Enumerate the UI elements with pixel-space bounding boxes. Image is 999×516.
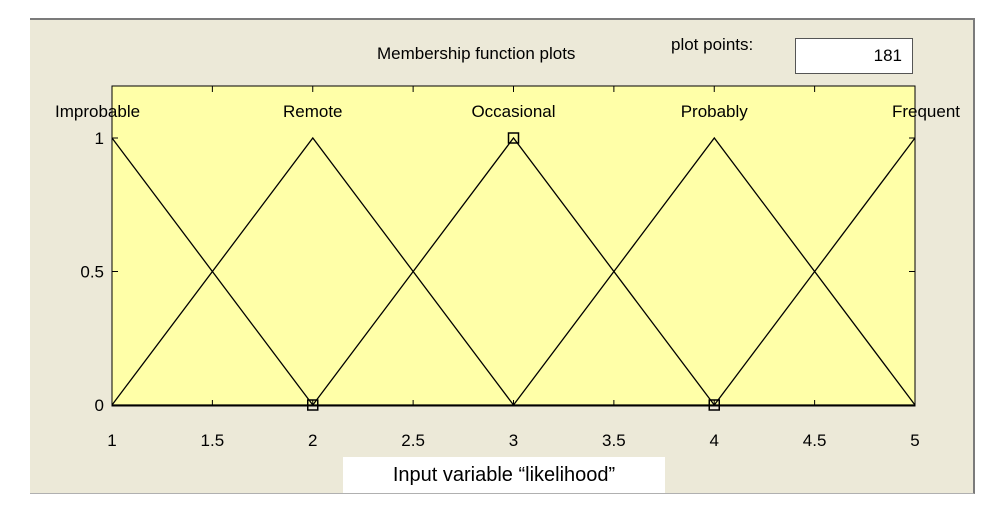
mf-line-occasional[interactable] — [312, 136, 715, 406]
membership-function-labels: Improbable Remote Occasional Probably Freque… — [55, 102, 960, 121]
plot-area[interactable] — [111, 85, 916, 407]
mf-label-frequent[interactable]: Frequent — [892, 102, 960, 121]
x-tick-labels: 1 1.5 2 2.5 3 3.5 4 4.5 5 — [107, 431, 919, 450]
selection-marker[interactable] — [507, 132, 520, 144]
mf-label-probably[interactable]: Probably — [681, 102, 749, 121]
y-tick-label: 0.5 — [80, 263, 104, 282]
mf-label-remote[interactable]: Remote — [283, 102, 343, 121]
membership-function-lines — [111, 136, 916, 406]
selection-markers — [307, 132, 720, 411]
x-tick-label: 2.5 — [401, 431, 425, 450]
mf-line-remote[interactable] — [111, 136, 515, 406]
mf-label-improbable[interactable]: Improbable — [55, 102, 140, 121]
selection-marker[interactable] — [708, 399, 720, 411]
x-axis-label: Input variable “likelihood” — [343, 457, 665, 493]
x-tick-label: 2 — [308, 431, 317, 450]
mf-label-occasional[interactable]: Occasional — [471, 102, 555, 121]
x-tick-label: 4.5 — [803, 431, 827, 450]
x-tick-label: 3 — [509, 431, 518, 450]
x-tick-label: 1.5 — [201, 431, 225, 450]
plot-points-input[interactable] — [795, 38, 913, 74]
x-tick-label: 4 — [710, 431, 719, 450]
y-tick-labels: 00.51 — [80, 129, 104, 415]
x-tick-label: 5 — [910, 431, 919, 450]
selection-marker[interactable] — [307, 399, 319, 411]
mf-line-frequent[interactable] — [713, 137, 916, 406]
x-tick-label: 1 — [107, 431, 116, 450]
mf-line-probably[interactable] — [512, 136, 916, 406]
y-tick-label: 0 — [95, 396, 104, 415]
plot-points-label: plot points: — [671, 35, 754, 54]
y-tick-label: 1 — [95, 129, 104, 148]
x-tick-label: 3.5 — [602, 431, 626, 450]
plot-title: Membership function plots — [377, 44, 576, 63]
